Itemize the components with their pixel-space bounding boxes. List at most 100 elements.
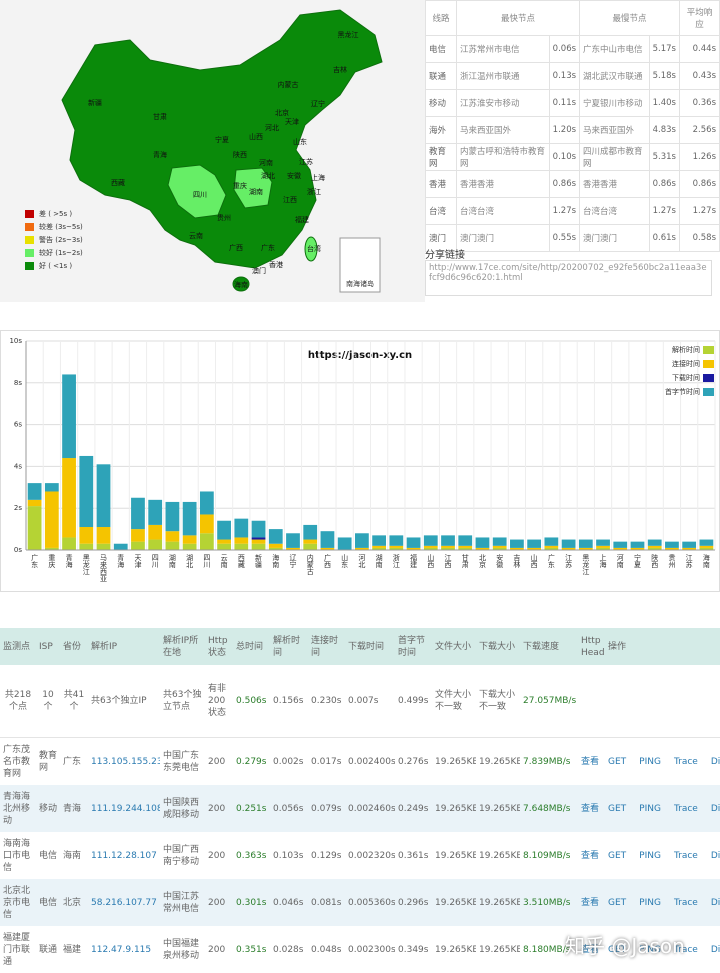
action-link[interactable]: PING — [639, 756, 661, 767]
x-tick-label: 江苏 — [565, 554, 573, 569]
cell: 教育网 — [39, 750, 58, 773]
taiwan-region — [304, 236, 318, 262]
bar-segment — [337, 537, 352, 550]
summary-row: 共218个点 10个 共41个 共63个独立IP 共63个独立节点 有非200状态 0.50… — [0, 665, 720, 738]
view-link[interactable]: 查看 — [581, 756, 600, 767]
bar-segment — [699, 545, 714, 548]
cell: 0.103s — [273, 850, 304, 861]
action-link[interactable]: PING — [639, 803, 661, 814]
province-label: 江苏 — [299, 157, 313, 166]
bar-segment — [458, 535, 473, 546]
view-link[interactable]: 查看 — [581, 850, 600, 861]
cell: 香港 — [425, 170, 457, 198]
bar-segment — [27, 483, 42, 500]
header-cell: 首字节时间 — [395, 628, 432, 665]
province-label: 陕西 — [233, 150, 247, 159]
bar-segment — [647, 547, 662, 550]
cell: 1.27s — [678, 197, 720, 225]
bar-segment — [44, 483, 59, 492]
share-url[interactable]: http://www.17ce.com/site/http/20200702_e… — [425, 260, 712, 296]
cell: 江苏淮安市移动 — [455, 89, 550, 117]
actions-cell: GET PING Trace Dig — [605, 832, 720, 879]
header-cell: 下载大小 — [476, 628, 520, 665]
action-link[interactable]: Trace — [673, 944, 698, 955]
cell: 青海海北州移动 — [0, 785, 36, 832]
action-link[interactable]: GET — [608, 850, 627, 861]
bar-segment — [423, 547, 438, 550]
bar-segment — [527, 539, 542, 548]
x-tick-label: 辽宁 — [289, 554, 297, 568]
bar-segment — [62, 374, 76, 459]
province-label: 山西 — [249, 132, 263, 141]
cell: 8.109MB/s — [523, 850, 571, 861]
x-tick-label: 黑龙江 — [582, 554, 590, 576]
cell: 19.265KB — [479, 850, 520, 861]
cell: 19.265KB — [479, 944, 520, 955]
cell: 0.43s — [678, 62, 720, 90]
cell: 台湾 — [425, 197, 457, 225]
cell: 台湾台湾 — [579, 197, 650, 225]
action-link[interactable]: PING — [639, 897, 661, 908]
action-link[interactable]: Dig — [710, 850, 720, 861]
x-tick-label: 四川 — [151, 554, 159, 568]
action-link[interactable]: GET — [608, 756, 627, 767]
x-tick-label: 湖北 — [186, 553, 194, 569]
summary-cell: 共63个独立节点 — [160, 665, 205, 738]
legend-label: 警告 (2s~3s) — [39, 235, 83, 244]
action-link[interactable]: Trace — [673, 756, 698, 767]
action-link[interactable]: Trace — [673, 897, 698, 908]
action-link[interactable]: PING — [639, 850, 661, 861]
action-link[interactable]: GET — [608, 803, 627, 814]
bar-segment — [647, 539, 662, 546]
line-row: 台湾 台湾台湾 1.27s 台湾台湾 1.27s 1.27s — [425, 197, 720, 225]
hunan-region — [233, 167, 273, 209]
action-link[interactable]: Trace — [673, 850, 698, 861]
legend-swatch — [703, 388, 714, 396]
view-link[interactable]: 查看 — [578, 785, 605, 832]
cell: 0.129s — [311, 850, 342, 861]
x-tick-label: 广西 — [323, 553, 331, 569]
bar-segment — [44, 547, 59, 550]
action-link[interactable]: Dig — [710, 756, 720, 767]
x-tick-label: 山东 — [341, 553, 349, 568]
x-tick-label: 湖南 — [168, 553, 176, 568]
province-label: 上海 — [311, 173, 325, 182]
legend-label: 首字节时间 — [665, 387, 700, 396]
cell: 澳门澳门 — [579, 224, 650, 252]
province-label: 河南 — [259, 158, 273, 167]
bar-segment — [96, 464, 111, 528]
cell: 200 — [208, 944, 226, 955]
action-link[interactable]: Trace — [673, 803, 698, 814]
action-link[interactable]: Dig — [710, 944, 720, 955]
province-label: 广西 — [229, 243, 243, 252]
summary-cell: 27.057MB/s — [520, 665, 578, 738]
bar-segment — [389, 547, 404, 550]
cell: 0.301s — [233, 879, 270, 926]
watermark: 知乎 @Jason — [565, 934, 685, 958]
province-label: 福建 — [295, 215, 309, 224]
cell: 0.06s — [548, 35, 581, 63]
action-link[interactable]: GET — [608, 944, 627, 955]
x-tick-label: 甘肃 — [461, 553, 469, 569]
bar-segment — [148, 524, 163, 540]
province-label: 北京 — [275, 108, 289, 117]
action-link[interactable]: Dig — [710, 803, 720, 814]
summary-cell: 共218个点 — [0, 665, 36, 738]
bar-segment — [27, 499, 42, 507]
x-tick-label: 江苏 — [685, 554, 693, 569]
y-tick-label: 6s — [14, 421, 22, 429]
bar-segment — [682, 547, 697, 550]
view-link[interactable]: 查看 — [578, 879, 605, 926]
province-label: 四川 — [193, 191, 207, 199]
x-tick-label: 海南 — [702, 553, 710, 568]
action-link[interactable]: Dig — [710, 897, 720, 908]
cell: 0.028s — [273, 944, 304, 955]
province-label: 香港 — [269, 260, 283, 269]
cell: 广东 — [63, 756, 82, 767]
view-link[interactable]: 查看 — [581, 944, 600, 955]
action-link[interactable]: GET — [608, 897, 627, 908]
bar-segment — [682, 541, 697, 548]
action-link[interactable]: PING — [639, 944, 661, 955]
x-tick-label: 四川 — [203, 554, 211, 568]
bar-segment — [286, 547, 300, 550]
